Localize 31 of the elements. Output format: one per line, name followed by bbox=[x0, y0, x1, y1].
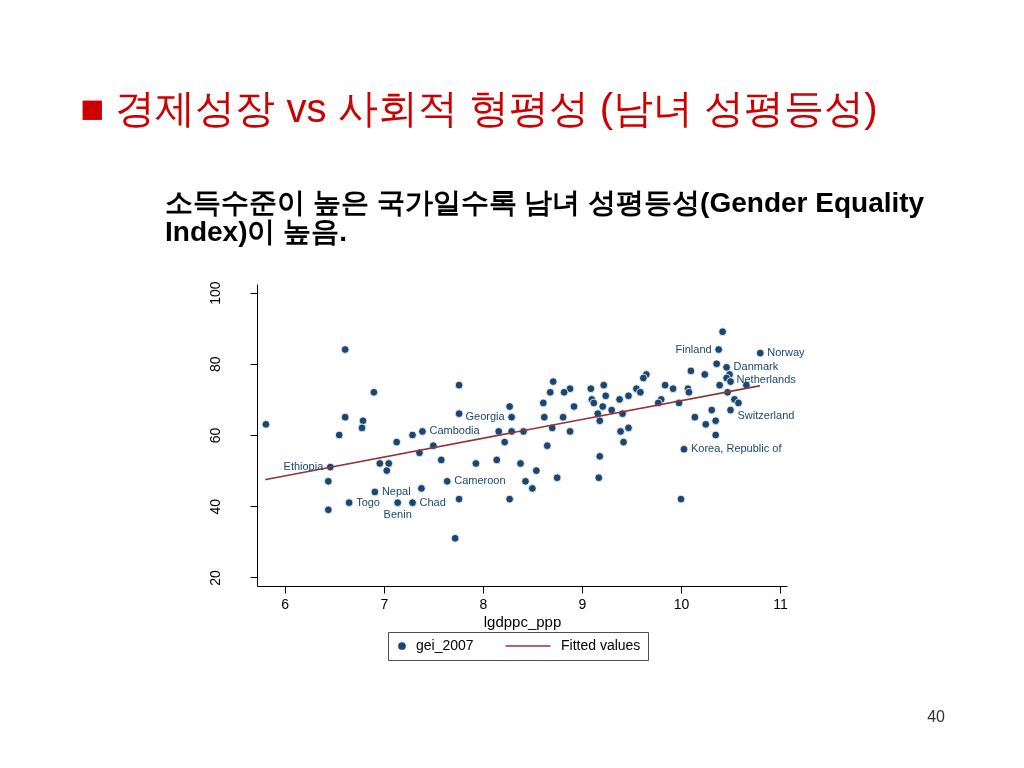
annotation: Finland bbox=[675, 342, 712, 355]
annotation: Cameroon bbox=[454, 474, 506, 487]
x-tick-label: 10 bbox=[673, 595, 690, 612]
y-tick-label: 20 bbox=[206, 569, 223, 586]
legend-label: Fitted values bbox=[561, 637, 641, 653]
chart-title: ■ 경제성장 vs 사회적 형평성 (남녀 성평등성) bbox=[80, 86, 878, 130]
annotation: Cambodia bbox=[429, 424, 481, 437]
annotation: Benin bbox=[383, 507, 412, 520]
annotation: Switzerland bbox=[737, 409, 795, 422]
annotation: Georgia bbox=[465, 410, 506, 423]
annotation: Netherlands bbox=[736, 373, 797, 386]
text: 40 bbox=[927, 708, 946, 725]
x-tick-label: 8 bbox=[479, 595, 488, 612]
annotation: Danmark bbox=[733, 360, 779, 373]
x-axis-title: lgdppc_ppp bbox=[483, 612, 562, 630]
annotation: Nepal bbox=[381, 484, 411, 497]
annotation: Norway bbox=[767, 346, 806, 359]
chart-subtitle: 소득수준이 높은 국가일수록 남녀 성평등성(Gender Equality Index)이 높음. bbox=[165, 187, 925, 247]
x-tick-label: 7 bbox=[380, 595, 389, 612]
annotation: Korea, Republic of bbox=[690, 442, 783, 455]
y-tick-label: 60 bbox=[206, 427, 223, 444]
legend-label: gei_2007 bbox=[416, 637, 474, 653]
y-tick-label: 100 bbox=[206, 281, 223, 305]
x-tick-label: 11 bbox=[773, 595, 789, 612]
annotation: Ethiopia bbox=[283, 460, 325, 473]
y-tick-label: 80 bbox=[206, 356, 223, 373]
annotation: Togo bbox=[356, 495, 380, 508]
annotation: Chad bbox=[419, 495, 446, 508]
x-tick-label: 9 bbox=[578, 595, 587, 612]
y-tick-label: 40 bbox=[206, 498, 223, 515]
x-tick-label: 6 bbox=[281, 595, 290, 612]
